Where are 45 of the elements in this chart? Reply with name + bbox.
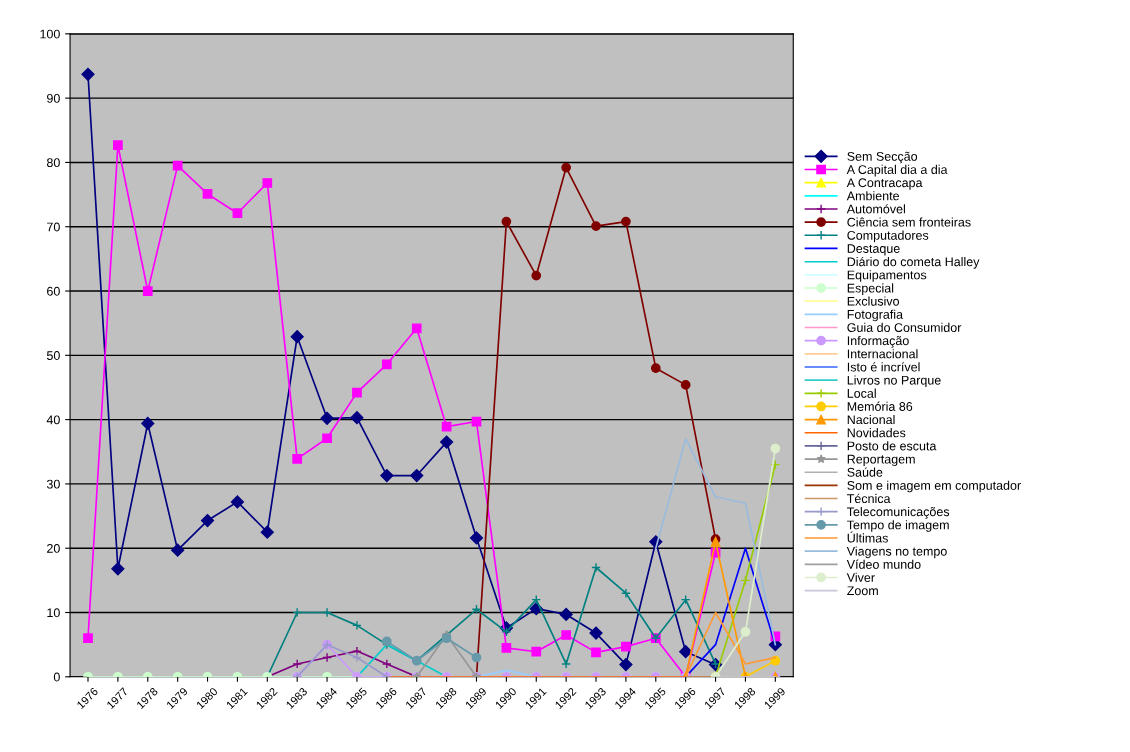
y-tick-label: 20 (47, 544, 60, 553)
legend-label: Livros no Parque (847, 375, 941, 388)
y-tick-label: 0 (53, 672, 60, 682)
legend-label: Ciência sem fronteiras (847, 217, 971, 227)
legend-label: Isto é incrível (847, 362, 920, 372)
y-tick-label: 100 (40, 29, 60, 39)
legend-label: Vídeo mundo (846, 559, 921, 569)
legend-label: Viagens no tempo (846, 546, 947, 559)
y-tick-label: 30 (46, 479, 60, 489)
legend-label: Últimas (847, 531, 888, 543)
y-tick-label: 70 (47, 222, 60, 232)
legend-label: A Contracapa (846, 178, 923, 190)
legend-label: Exclusivo (847, 296, 900, 306)
legend-label: Saúde (847, 467, 883, 477)
legend-label: Telecomunicações (847, 506, 950, 519)
legend-label: Nacional (847, 414, 895, 425)
legend-label: Reportagem (847, 454, 915, 467)
y-tick-label: 40 (46, 415, 60, 425)
legend-label: Computadores (847, 230, 929, 243)
y-tick-label: 80 (46, 158, 60, 168)
legend-label: Especial (847, 283, 894, 295)
legend-label: Tempo de imagem (847, 520, 949, 532)
legend-label: Internacional (847, 349, 918, 359)
legend-label: Zoom (847, 586, 878, 596)
y-tick-label: 60 (47, 286, 60, 296)
legend-label: Automóvel (846, 204, 905, 214)
legend-label: Viver (846, 572, 875, 582)
legend-label: Posto de escuta (847, 441, 937, 451)
legend-label: Ambiente (846, 191, 899, 201)
legend-label: Equipamentos (847, 270, 927, 282)
legend-label: Fotografia (847, 309, 904, 322)
legend-label: Destaque (847, 244, 900, 256)
y-tick-label: 90 (47, 93, 60, 103)
legend-label: Som e imagem em computador (847, 480, 1021, 493)
legend-label: Informação (847, 335, 909, 348)
legend-label: A Capital dia a dia (846, 164, 948, 177)
y-tick-label: 50 (46, 351, 60, 360)
legend-label: Diário do cometa Halley (847, 256, 980, 269)
legend-label: Sem Secção (847, 151, 918, 164)
legend-label: Novidades (847, 428, 906, 438)
legend-label: Técnica (847, 493, 891, 504)
legend-label: Memória 86 (847, 401, 913, 411)
legend-label: Local (847, 388, 876, 398)
y-tick-label: 10 (47, 608, 60, 618)
legend-label: Guia do Consumidor (847, 322, 962, 332)
